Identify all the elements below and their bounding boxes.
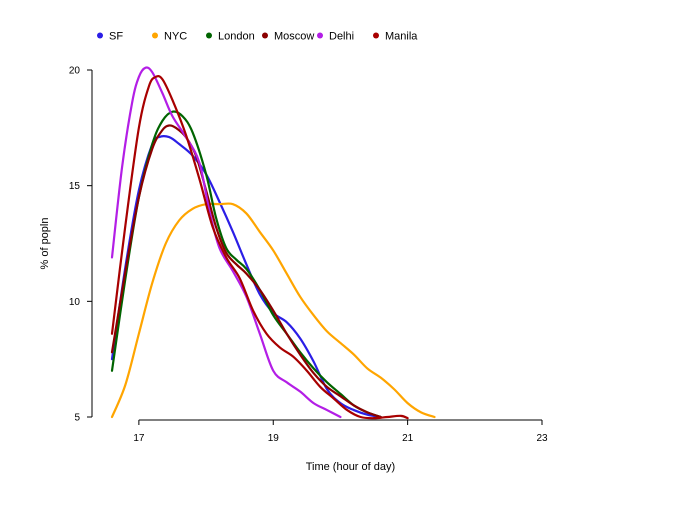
y-axis-title: % of popln [39, 218, 51, 270]
axes: 5 10 15 20 17 19 21 23 [69, 66, 548, 445]
x-tick-label: 23 [536, 433, 548, 444]
legend-swatch [262, 32, 268, 39]
y-tick-label: 20 [69, 66, 81, 77]
legend-item-moscow: Moscow [262, 31, 314, 43]
series-line-london [110, 110, 382, 419]
legend-label: Manila [385, 31, 418, 43]
y-tick-label: 15 [69, 181, 81, 192]
series-line-nyc [110, 202, 436, 419]
legend-label: Delhi [329, 31, 354, 43]
legend-swatch [206, 32, 212, 39]
series-line-sf [110, 135, 382, 419]
x-tick-label: 19 [268, 433, 280, 444]
legend-item-delhi: Delhi [317, 31, 354, 43]
legend-label: SF [109, 31, 123, 43]
x-tick-label: 17 [133, 433, 145, 444]
legend-label: Moscow [274, 31, 314, 43]
series-group [110, 66, 436, 420]
legend-item-nyc: NYC [152, 31, 187, 43]
legend-swatch [97, 32, 103, 39]
legend-label: London [218, 31, 255, 43]
legend-item-manila: Manila [373, 31, 418, 43]
legend-swatch [317, 32, 323, 39]
series-line-moscow [110, 124, 382, 419]
legend-swatch [373, 32, 379, 39]
legend-item-london: London [206, 31, 255, 43]
legend-item-sf: SF [97, 31, 123, 43]
y-ticks: 5 10 15 20 [69, 66, 92, 424]
series-line-delhi [110, 66, 342, 419]
y-tick-label: 5 [74, 413, 80, 424]
y-tick-label: 10 [69, 297, 81, 308]
series-line-manila [110, 75, 409, 420]
legend-label: NYC [164, 31, 187, 43]
legend-swatch [152, 32, 158, 39]
x-tick-label: 21 [402, 433, 414, 444]
legend: SF NYC London Moscow Delhi Manila [97, 31, 418, 43]
x-ticks: 17 19 21 23 [133, 420, 548, 444]
x-axis-title: Time (hour of day) [306, 461, 395, 473]
